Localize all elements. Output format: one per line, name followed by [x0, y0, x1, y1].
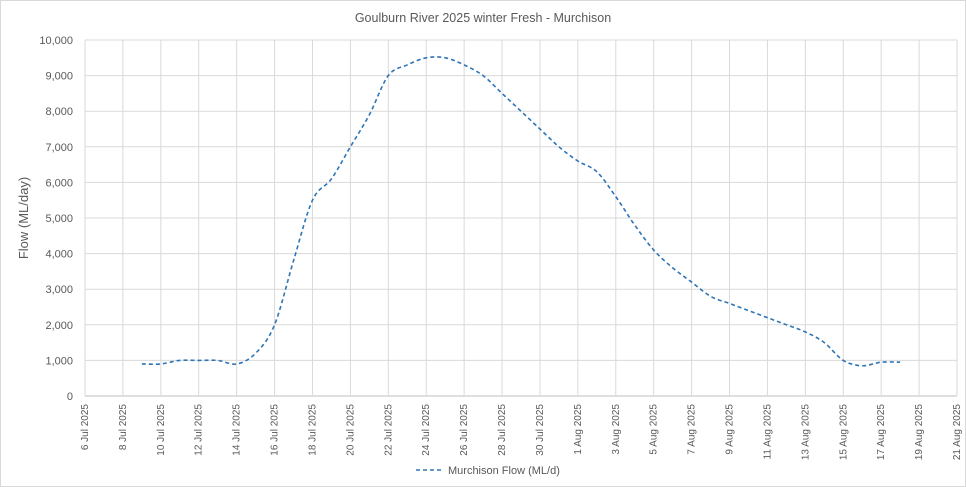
- x-tick-label: 7 Aug 2025: [687, 404, 698, 455]
- data-point: [235, 362, 238, 365]
- series-layer: [140, 56, 902, 367]
- data-point: [368, 113, 371, 116]
- data-point: [292, 259, 295, 262]
- data-point: [349, 145, 352, 148]
- data-point: [463, 63, 466, 66]
- data-point: [728, 302, 731, 305]
- data-point: [747, 309, 750, 312]
- data-point: [671, 266, 674, 269]
- data-point: [766, 316, 769, 319]
- data-point: [406, 63, 409, 66]
- x-tick-label: 10 Jul 2025: [156, 404, 167, 456]
- data-point: [387, 74, 390, 77]
- x-tick-label: 12 Jul 2025: [194, 404, 205, 456]
- x-tick-label: 17 Aug 2025: [876, 404, 887, 461]
- x-tick-label: 15 Aug 2025: [838, 404, 849, 461]
- x-tick-label: 3 Aug 2025: [611, 404, 622, 455]
- x-tick-label: 28 Jul 2025: [497, 404, 508, 456]
- y-tick-label: 1,000: [45, 355, 73, 367]
- x-tick-label: 8 Jul 2025: [118, 404, 129, 451]
- y-tick-label: 2,000: [45, 320, 73, 332]
- data-point: [880, 361, 883, 364]
- data-point: [842, 359, 845, 362]
- chart-title: Goulburn River 2025 winter Fresh - Murch…: [355, 11, 611, 25]
- x-tick-label: 21 Aug 2025: [952, 404, 963, 461]
- x-tick-label: 22 Jul 2025: [383, 404, 394, 456]
- data-point: [216, 359, 219, 362]
- data-point: [330, 177, 333, 180]
- x-tick-label: 18 Jul 2025: [307, 404, 318, 456]
- data-point: [652, 249, 655, 252]
- data-point: [595, 170, 598, 173]
- x-tick-label: 19 Aug 2025: [914, 404, 925, 461]
- data-point: [538, 128, 541, 131]
- x-tick-label: 9 Aug 2025: [725, 404, 736, 455]
- data-point: [785, 323, 788, 326]
- data-point: [823, 341, 826, 344]
- data-point: [178, 359, 181, 362]
- x-tick-label: 6 Jul 2025: [80, 404, 91, 451]
- x-tick-label: 11 Aug 2025: [762, 404, 773, 460]
- y-tick-label: 9,000: [45, 71, 73, 83]
- y-axis-title: Flow (ML/day): [16, 177, 31, 259]
- x-tick-label: 24 Jul 2025: [421, 404, 432, 456]
- data-point: [520, 110, 523, 113]
- data-point: [444, 56, 447, 59]
- x-axis-ticks: 6 Jul 2025 8 Jul 2025 10 Jul 2025 12 Jul 20…: [80, 404, 963, 461]
- x-tick-label: 14 Jul 2025: [232, 404, 243, 456]
- x-tick-label: 26 Jul 2025: [459, 404, 470, 456]
- data-point: [614, 195, 617, 198]
- data-point: [159, 362, 162, 365]
- data-point: [804, 330, 807, 333]
- data-point: [861, 364, 864, 367]
- legend: Murchison Flow (ML/d): [416, 465, 560, 477]
- y-tick-label: 10,000: [39, 35, 73, 47]
- data-point: [557, 145, 560, 148]
- data-point: [482, 74, 485, 77]
- data-point: [140, 362, 143, 365]
- x-tick-label: 16 Jul 2025: [270, 404, 281, 456]
- x-tick-label: 5 Aug 2025: [649, 404, 660, 455]
- x-tick-label: 1 Aug 2025: [573, 404, 584, 455]
- data-point: [690, 281, 693, 284]
- y-axis-ticks: 0 1,000 2,000 3,000 4,000 5,000 6,000 7,000 8,00…: [39, 35, 73, 403]
- x-tick-label: 13 Aug 2025: [800, 404, 811, 461]
- data-point: [633, 224, 636, 227]
- data-point: [501, 92, 504, 95]
- data-point: [709, 295, 712, 298]
- data-point: [425, 56, 428, 59]
- series-line-murchison-flow: [141, 56, 901, 367]
- data-point: [197, 359, 200, 362]
- y-tick-label: 0: [67, 391, 73, 403]
- y-tick-label: 4,000: [45, 249, 73, 261]
- y-tick-label: 3,000: [45, 284, 73, 296]
- data-point: [311, 199, 314, 202]
- x-tick-label: 30 Jul 2025: [535, 404, 546, 456]
- y-tick-label: 7,000: [45, 142, 73, 154]
- gridlines: [84, 39, 958, 397]
- legend-label-murchison-flow: Murchison Flow (ML/d): [448, 465, 560, 477]
- data-point: [576, 160, 579, 163]
- y-tick-label: 6,000: [45, 177, 73, 189]
- y-tick-label: 5,000: [45, 213, 73, 225]
- data-point: [273, 323, 276, 326]
- x-tick-label: 20 Jul 2025: [345, 404, 356, 456]
- y-tick-label: 8,000: [45, 106, 73, 118]
- data-point: [899, 361, 902, 364]
- data-point: [254, 352, 257, 355]
